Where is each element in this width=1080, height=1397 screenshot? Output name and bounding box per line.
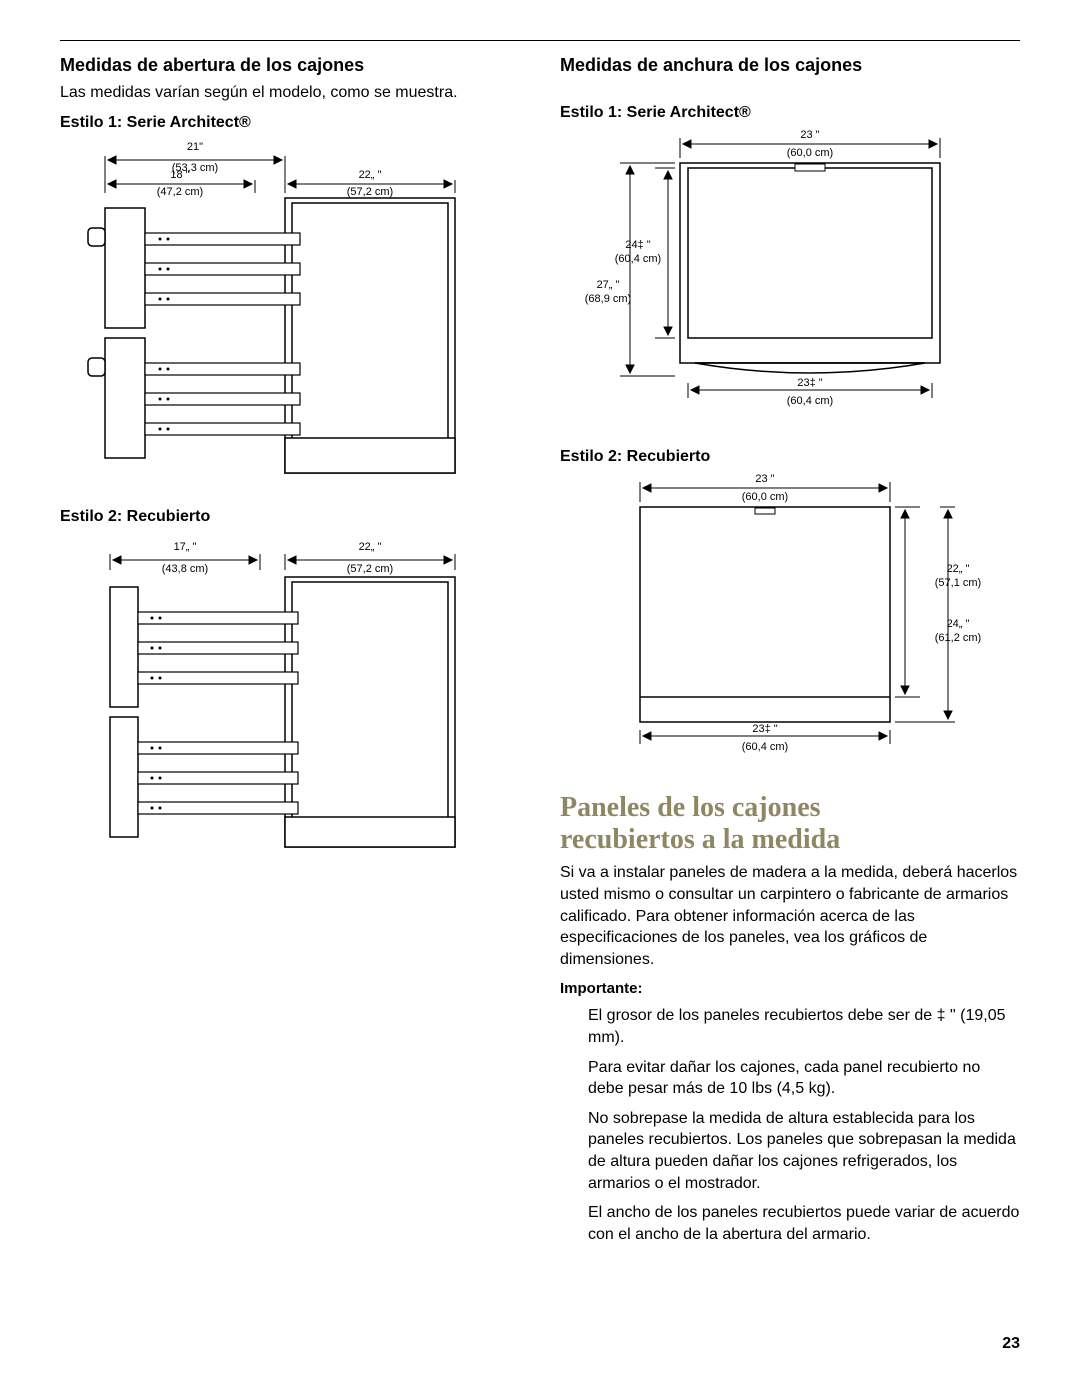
dim-21-in: 21" [187,141,203,153]
r2-bot-cm: (60,4 cm) [742,741,788,753]
r1-outer-in: 27„ " [597,279,620,291]
right-style2-diagram: 23 " (60,0 cm) [560,472,1020,772]
dim-18-in: 18 " [170,169,189,181]
right-column: Medidas de anchura de los cajones Estilo… [560,51,1020,1255]
dim2-22-in: 22„ " [359,541,382,553]
bullet-1: El grosor de los paneles recubiertos deb… [588,1005,1020,1048]
right-style2-title: Estilo 2: Recubierto [560,448,1020,466]
dim-22-in: 22„ " [359,169,382,181]
left-heading: Medidas de abertura de los cajones [60,55,520,76]
left-style1-title: Estilo 1: Serie Architect® [60,114,520,132]
bullet-4: El ancho de los paneles recubiertos pued… [588,1202,1020,1245]
dim2-22-cm: (57,2 cm) [347,563,393,575]
dim-22-cm: (57,2 cm) [347,186,393,198]
dim-18-cm: (47,2 cm) [157,186,203,198]
r1-side-in: 24‡ " [625,239,650,251]
panel-para: Si va a instalar paneles de madera a la … [560,862,1020,970]
panel-title-l1: Paneles de los cajones [560,792,821,823]
r1-side-cm: (60,4 cm) [615,253,661,265]
right-heading: Medidas de anchura de los cajones [560,55,1020,76]
left-intro: Las medidas varían según el modelo, como… [60,82,520,104]
r2-outer-cm: (61,2 cm) [935,632,981,644]
bullet-2: Para evitar dañar los cajones, cada pane… [588,1057,1020,1100]
panel-title: Paneles de los cajones recubiertos a la … [560,792,1020,856]
r1-bot-cm: (60,4 cm) [787,395,833,407]
r2-top-cm: (60,0 cm) [742,491,788,503]
r1-top-cm: (60,0 cm) [787,147,833,159]
dim2-17-cm: (43,8 cm) [162,563,208,575]
r1-outer-cm: (68,9 cm) [585,293,631,305]
right-style1-diagram: 23 " (60,0 cm) [560,128,1020,428]
r2-top-in: 23 " [755,473,774,485]
page-top-rule [60,40,1020,41]
right-style1-title: Estilo 1: Serie Architect® [560,104,1020,122]
bullets: El grosor de los paneles recubiertos deb… [560,1005,1020,1245]
left-style2-diagram: 17„ " (43,8 cm) 22„ " (57,2 cm) [60,532,520,862]
r2-outer-in: 24„ " [947,618,970,630]
r1-top-in: 23 " [800,129,819,141]
dim2-17-in: 17„ " [174,541,197,553]
r2-side-in: 22„ " [947,563,970,575]
left-style2-title: Estilo 2: Recubierto [60,508,520,526]
r2-side-cm: (57,1 cm) [935,577,981,589]
bullet-3: No sobrepase la medida de altura estable… [588,1108,1020,1194]
panel-title-l2: recubiertos a la medida [560,824,840,855]
left-style1-diagram: 21" (53,3 cm) 18 " (47,2 cm) 22„ " (57,2… [60,138,520,488]
r2-bot-in: 23‡ " [752,723,777,735]
left-column: Medidas de abertura de los cajones Las m… [60,51,520,1255]
page-number: 23 [60,1335,1020,1353]
r1-bot-in: 23‡ " [797,377,822,389]
importante-label: Importante: [560,980,1020,997]
